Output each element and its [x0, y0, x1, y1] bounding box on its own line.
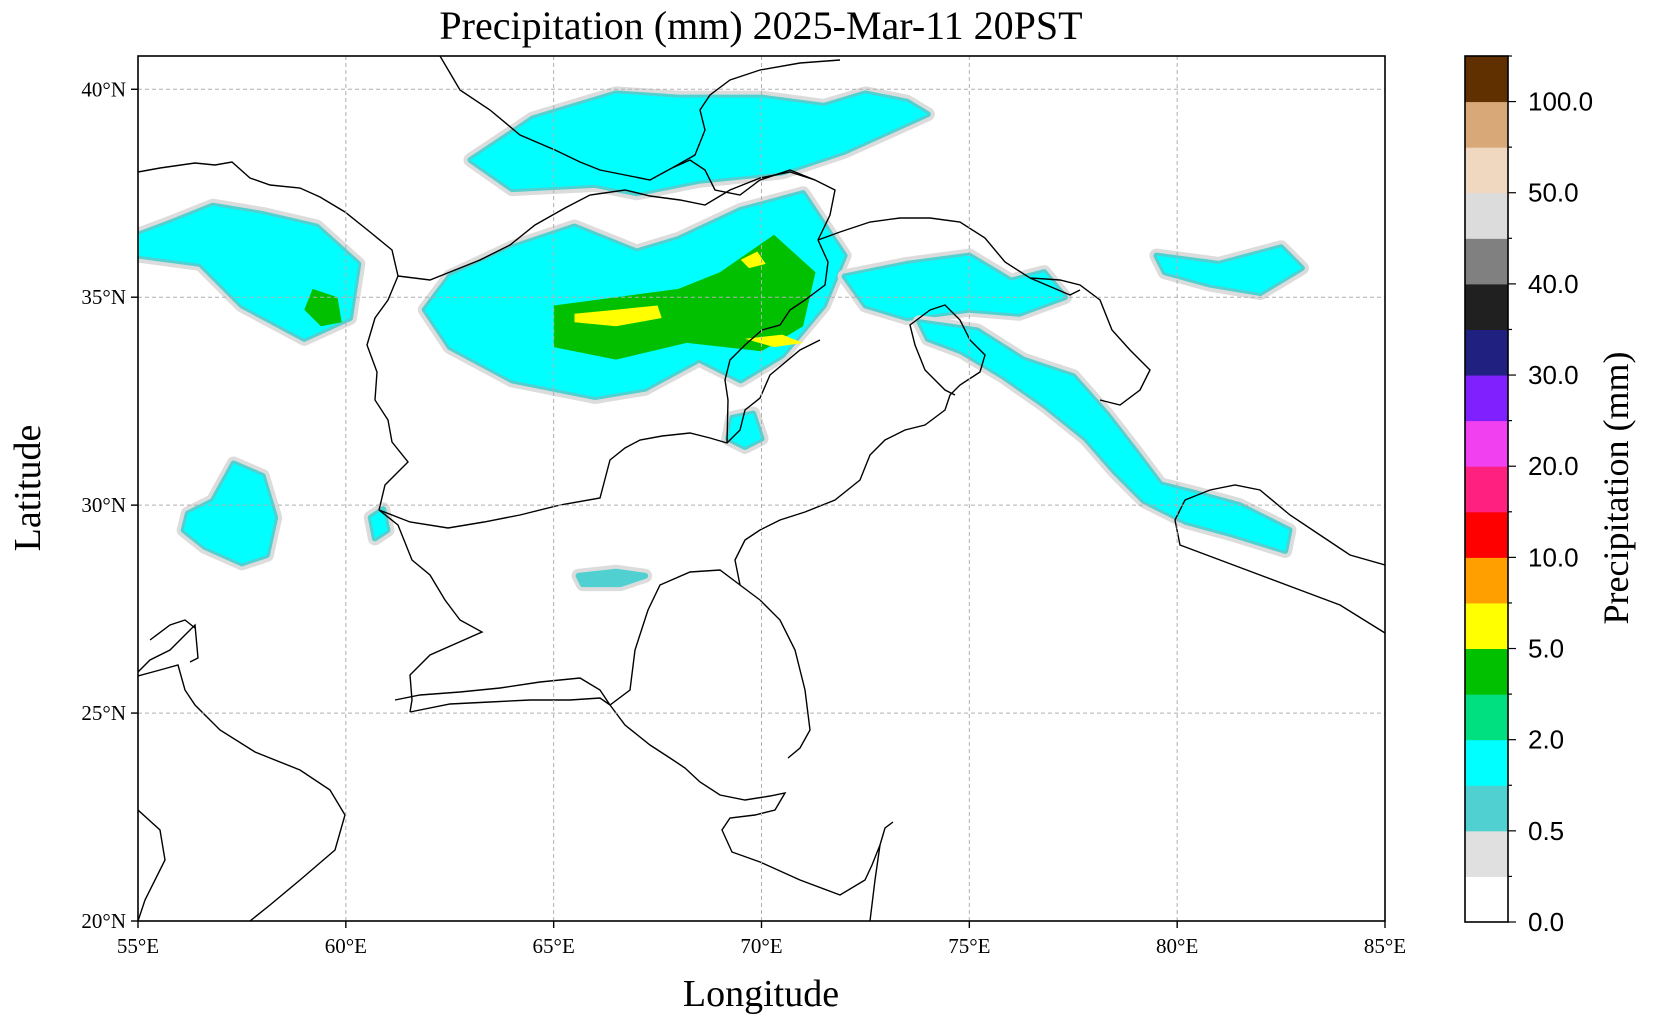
colorbar-bin-15 [1465, 192, 1508, 239]
colorbar-bin-14 [1465, 238, 1508, 285]
y-axis-label: Latitude [7, 425, 49, 552]
colorbar-bin-7 [1465, 557, 1508, 604]
colorbar-tick-label: 100.0 [1528, 87, 1593, 117]
colorbar-tick-label: 40.0 [1528, 269, 1579, 299]
x-axis-label: Longitude [683, 973, 839, 1015]
coastline [394, 677, 611, 706]
precip-region-13 [578, 571, 646, 585]
colorbar-tick-label: 50.0 [1528, 178, 1579, 208]
border-line [671, 159, 836, 241]
coastline [879, 821, 894, 846]
colorbar-tick-label: 0.5 [1528, 816, 1564, 846]
border-line [397, 171, 816, 281]
border-line [909, 309, 956, 396]
y-tick-label: 40°N [81, 77, 126, 101]
colorbar-bin-4 [1465, 694, 1508, 741]
x-tick-label: 85°E [1364, 934, 1406, 958]
border-line [759, 599, 811, 759]
coastline [138, 664, 346, 921]
colorbar-label: Precipitation (mm) [1596, 352, 1636, 625]
colorbar-tick-label: 10.0 [1528, 542, 1579, 572]
colorbar-bin-13 [1465, 283, 1508, 330]
border-line [439, 56, 841, 181]
border-line [1174, 499, 1385, 634]
precip-region-10 [1156, 247, 1302, 293]
border-line [1029, 277, 1081, 296]
colorbar-tick-label: 0.0 [1528, 907, 1564, 937]
coastline-border-lines [138, 56, 1385, 921]
colorbar-bin-17 [1465, 101, 1508, 148]
y-tick-label: 25°N [81, 701, 126, 725]
colorbar-bin-11 [1465, 375, 1508, 422]
x-tick-label: 55°E [117, 934, 159, 958]
colorbar-bin-10 [1465, 420, 1508, 467]
x-tick-label: 65°E [533, 934, 575, 958]
colorbar-bin-2 [1465, 785, 1508, 832]
colorbar-bin-5 [1465, 648, 1508, 695]
x-axis-ticks: 55°E 60°E 65°E 70°E 75°E 80°E 85°E [117, 921, 1406, 958]
precip-region-8 [844, 255, 1065, 318]
coastline [869, 844, 881, 921]
precip-region-4 [574, 305, 662, 327]
precip-region-0 [138, 205, 359, 339]
colorbar-bin-16 [1465, 147, 1508, 194]
precip-region-9 [919, 322, 1290, 551]
colorbar-tick-label: 2.0 [1528, 725, 1564, 755]
coastline [138, 809, 166, 921]
precip-region-14 [728, 413, 762, 447]
colorbar-bin-1 [1465, 830, 1508, 877]
colorbar-ticks: 0.0 0.5 2.0 5.0 10.0 20.0 30.0 40.0 50.0 100.0 [1508, 55, 1593, 937]
border-line [378, 509, 484, 713]
coastline [609, 704, 881, 896]
precip-region-6 [744, 334, 804, 348]
x-tick-label: 75°E [948, 934, 990, 958]
border-line [817, 217, 1151, 406]
colorbar-bin-9 [1465, 466, 1508, 513]
colorbar-tick-label: 30.0 [1528, 360, 1579, 390]
colorbar-bin-18 [1465, 56, 1508, 103]
y-axis-ticks: 40°N 35°N 30°N 25°N 20°N [81, 77, 138, 933]
precip-region-12 [370, 509, 388, 539]
coastline [149, 619, 196, 641]
precipitation-field [138, 86, 1309, 592]
border-line [138, 161, 409, 511]
colorbar [1464, 55, 1509, 923]
x-tick-label: 60°E [325, 934, 367, 958]
colorbar-bin-3 [1465, 739, 1508, 786]
precip-region-5 [740, 251, 766, 269]
x-tick-label: 80°E [1156, 934, 1198, 958]
colorbar-bin-6 [1465, 602, 1508, 650]
colorbar-bin-12 [1465, 329, 1508, 376]
colorbar-tick-label: 20.0 [1528, 451, 1579, 481]
border-line [1184, 484, 1385, 566]
colorbar-bin-8 [1465, 511, 1508, 558]
y-tick-label: 30°N [81, 493, 126, 517]
border-line [378, 339, 821, 529]
y-tick-label: 35°N [81, 285, 126, 309]
border-line [409, 569, 761, 713]
border-line [734, 304, 986, 586]
precip-region-1 [304, 288, 342, 327]
graticule [138, 56, 1385, 921]
coastline [138, 623, 199, 673]
y-tick-label: 20°N [81, 909, 126, 933]
border-line [724, 239, 829, 444]
colorbar-tick-label: 5.0 [1528, 634, 1564, 664]
precip-region-11 [183, 463, 276, 564]
x-tick-label: 70°E [740, 934, 782, 958]
colorbar-bin-0 [1465, 876, 1508, 923]
chart-title: Precipitation (mm) 2025-Mar-11 20PST [439, 3, 1082, 48]
colorbar-frame [1464, 55, 1509, 923]
